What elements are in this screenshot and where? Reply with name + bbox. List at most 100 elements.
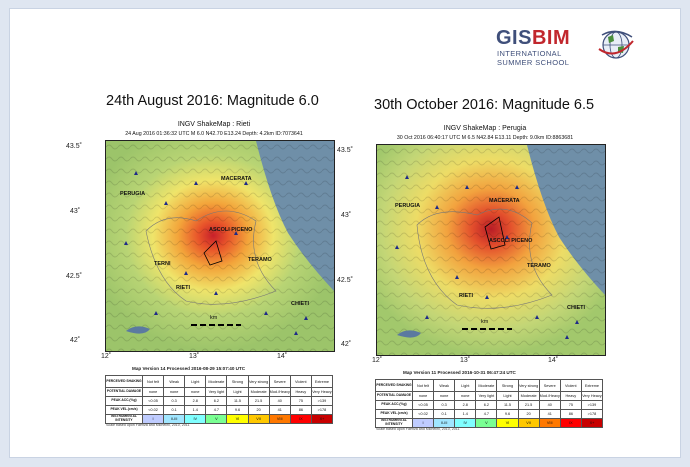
legend-cell: 2.8 [454, 400, 477, 410]
legend-intensity-cell: V [475, 418, 498, 428]
city-label: PERUGIA [395, 203, 421, 209]
legend-cell: 1.4 [184, 405, 207, 415]
legend-cell: 2.8 [184, 396, 207, 406]
legend-intensity-cell: X+ [310, 414, 334, 424]
map-subtitle: 30 Oct 2016 06:40:17 UTC M 6.5 N42.84 E1… [396, 135, 574, 141]
globe-icon [598, 30, 634, 59]
legend-header: PEAK VEL.(cm/s) [105, 405, 143, 415]
lat-tick: 42˚ [341, 341, 352, 348]
legend-cell: Weak [433, 379, 456, 392]
legend-cell: 0.1 [433, 409, 456, 419]
legend-cell: 41 [268, 405, 291, 415]
legend-cell: Heavy [289, 387, 312, 397]
shakemap-raster [377, 145, 605, 355]
lon-tick: 14˚ [548, 357, 559, 364]
legend-intensity-cell: I [141, 414, 165, 424]
legend-cell: none [163, 387, 186, 397]
scale-label: km [481, 319, 489, 325]
legend-cell: Severe [538, 379, 561, 392]
shakemap-august: INGV ShakeMap : Rieti 24 Aug 2016 01:36:… [66, 121, 348, 386]
legend-cell: >178 [310, 405, 334, 415]
legend-cell: <0.05 [411, 400, 435, 410]
legend-cell: 75 [559, 400, 582, 410]
map-title: INGV ShakeMap : Perugia [443, 125, 527, 132]
city-label: TERNI [154, 261, 171, 267]
scale-label: km [210, 315, 218, 321]
legend-cell: Very strong [517, 379, 540, 392]
legend-cell: Very strong [247, 375, 270, 388]
city-label: RIETI [176, 285, 191, 291]
legend-cell: 6.2 [475, 400, 498, 410]
legend-cell: none [141, 387, 165, 397]
logo-line1: INTERNATIONAL [497, 49, 562, 58]
legend-cell: Very Heavy [310, 387, 334, 397]
legend-cell: none [411, 391, 435, 401]
legend-cell: 20 [247, 405, 270, 415]
legend-cell: Strong [226, 375, 249, 388]
legend-cell: 75 [289, 396, 312, 406]
legend-cell: none [184, 387, 207, 397]
legend-intensity-cell: IV [184, 414, 207, 424]
city-label: ASCOLI PICENO [489, 238, 533, 244]
heading-august: 24th August 2016: Magnitude 6.0 [106, 93, 319, 109]
legend-cell: Not felt [141, 375, 165, 388]
lon-tick: 12˚ [101, 353, 112, 360]
city-label: TERAMO [248, 257, 272, 263]
lon-tick: 13˚ [189, 353, 200, 360]
legend-cell: <0.02 [411, 409, 435, 419]
lat-tick: 43.5˚ [337, 147, 353, 154]
legend-intensity-cell: VII [247, 414, 270, 424]
legend-credit: Scale based upon Faenza and Michelini, 2… [376, 427, 460, 431]
legend-cell: >178 [580, 409, 604, 419]
legend-intensity-cell: V [205, 414, 228, 424]
legend-cell: Strong [496, 379, 519, 392]
legend-cell: 0.3 [163, 396, 186, 406]
legend-cell: 86 [289, 405, 312, 415]
lat-tick: 43.5˚ [66, 143, 82, 150]
legend-cell: 0.1 [163, 405, 186, 415]
legend-header: PEAK ACC.(%g) [375, 400, 413, 410]
city-label: PERUGIA [120, 191, 146, 197]
legend-cell: >139 [310, 396, 334, 406]
legend-cell: 9.6 [496, 409, 519, 419]
legend-cell: 1.4 [454, 409, 477, 419]
legend-cell: 40 [268, 396, 291, 406]
legend-cell: Light [454, 379, 477, 392]
shakemap-image: MACERATA PERUGIA ASCOLI PICENO TERAMO TE… [105, 140, 335, 352]
legend-cell: 4.7 [475, 409, 498, 419]
legend-cell: 21.5 [247, 396, 270, 406]
lat-tick: 42˚ [70, 337, 81, 344]
legend-cell: Light [496, 391, 519, 401]
legend-cell: Severe [268, 375, 291, 388]
logo-line2: SUMMER SCHOOL [497, 58, 570, 67]
city-label: TERAMO [527, 263, 551, 269]
map-version: Map Version 11 Processed 2016-10-31 06:4… [403, 370, 516, 375]
legend-header: POTENTIAL DAMAGE [375, 391, 413, 401]
map-version: Map Version 14 Processed 2016-08-29 15:0… [132, 366, 246, 371]
legend-cell: 11.5 [226, 396, 249, 406]
legend-cell: Light [226, 387, 249, 397]
legend-cell: Not felt [411, 379, 435, 392]
logo-wordmark-accent: BIM [531, 27, 571, 49]
legend-credit: Scale based upon Faenza and Michelini, 2… [106, 423, 190, 427]
legend-cell: <0.05 [141, 396, 165, 406]
legend-intensity-cell: VI [226, 414, 249, 424]
legend-cell: 9.6 [226, 405, 249, 415]
legend-cell: 20 [517, 409, 540, 419]
legend-header: POTENTIAL DAMAGE [105, 387, 143, 397]
legend-cell: 0.3 [433, 400, 456, 410]
shakemap-image: MACERATA PERUGIA ASCOLI PICENO TERAMO RI… [376, 144, 606, 356]
legend-cell: Weak [163, 375, 186, 388]
legend-cell: 41 [538, 409, 561, 419]
legend-cell: Extreme [580, 379, 604, 392]
legend-cell: <0.02 [141, 405, 165, 415]
legend-intensity-cell: VII [517, 418, 540, 428]
legend-cell: Moderate [475, 379, 498, 392]
lat-tick: 42.5˚ [337, 277, 353, 284]
city-label: ASCOLI PICENO [209, 227, 253, 233]
legend-cell: 21.5 [517, 400, 540, 410]
legend-header: PEAK ACC.(%g) [105, 396, 143, 406]
city-label: CHIETI [291, 301, 310, 307]
city-label: CHIETI [567, 305, 586, 311]
legend-header: PERCEIVED SHAKING [375, 379, 413, 392]
